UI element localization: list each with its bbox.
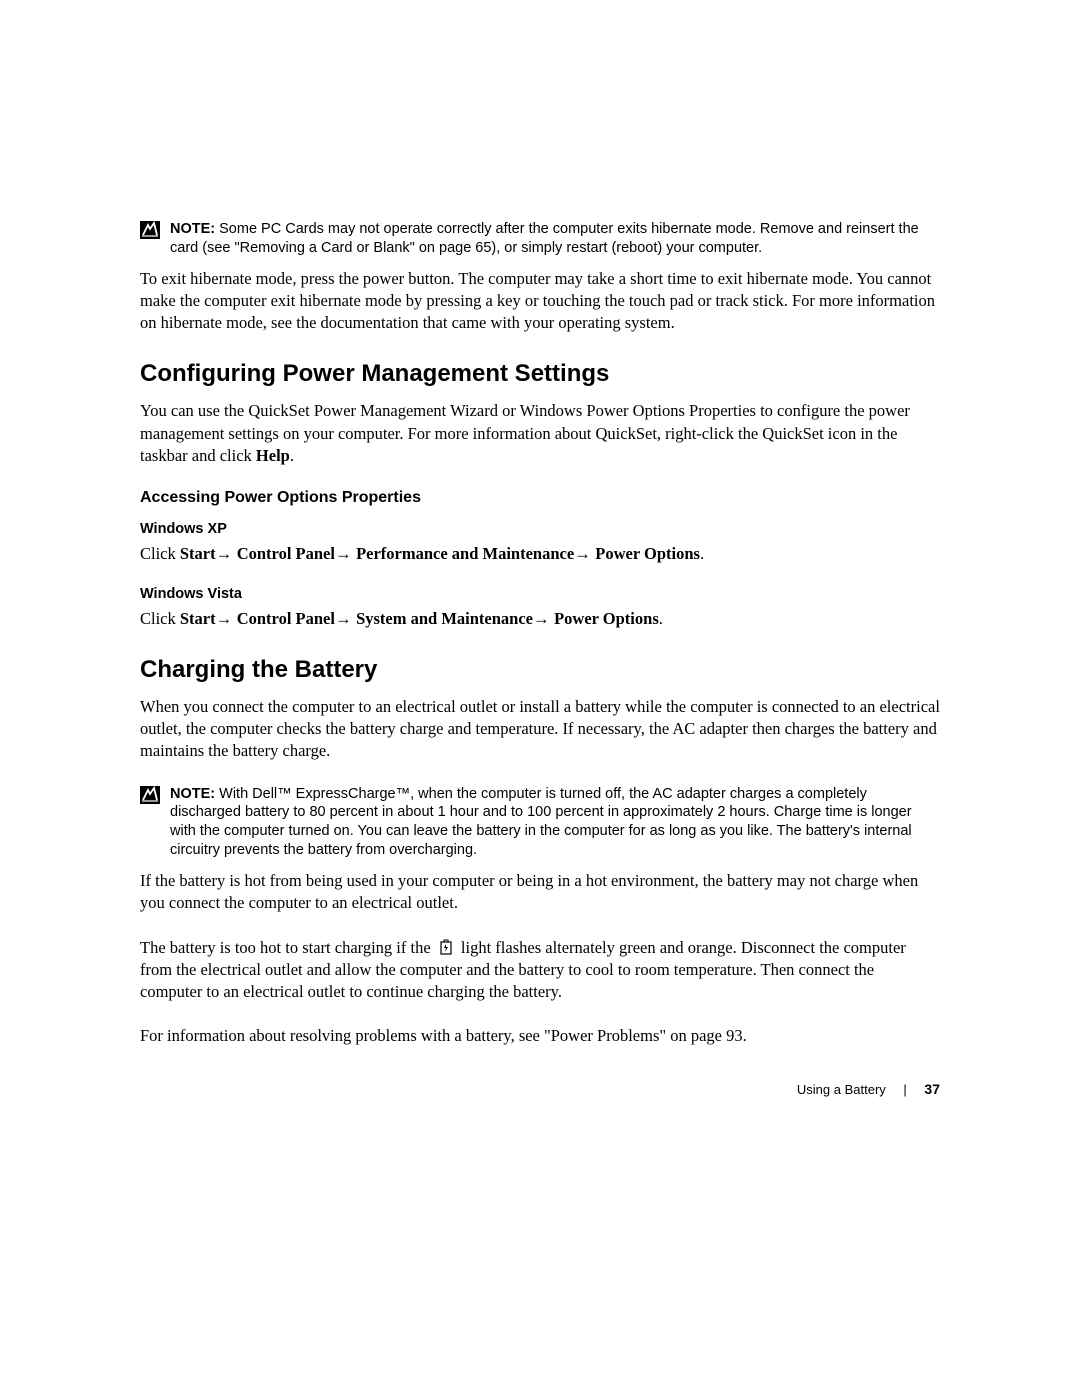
text-end: . [700,544,704,563]
heading-windows-xp: Windows XP [140,521,940,537]
page-footer: Using a Battery | 37 [797,1081,940,1097]
note-body: With Dell™ ExpressCharge™, when the comp… [170,786,912,859]
arrow-icon: → [216,610,237,628]
arrow-icon: → [335,610,356,628]
text: Click [140,609,180,628]
footer-separator: | [903,1082,906,1097]
sys-maint-bold: System and Maintenance [356,609,533,628]
text-end: . [659,609,663,628]
note-block-hibernate: NOTE: Some PC Cards may not operate corr… [140,220,940,258]
start-bold: Start [180,609,216,628]
arrow-icon: → [216,545,237,563]
power-options-bold: Power Options [554,609,659,628]
note-block-expresscharge: NOTE: With Dell™ ExpressCharge™, when th… [140,785,940,860]
para-battery-hot: If the battery is hot from being used in… [140,870,940,915]
document-page: NOTE: Some PC Cards may not operate corr… [0,0,1080,1130]
control-panel-bold: Control Panel [237,609,335,628]
perf-maint-bold: Performance and Maintenance [356,544,574,563]
xp-procedure: Click Start→ Control Panel→ Performance … [140,543,940,565]
battery-light-icon [439,939,453,955]
heading-charging-battery: Charging the Battery [140,656,940,684]
note-text: NOTE: Some PC Cards may not operate corr… [170,220,940,258]
note-label: NOTE: [170,786,215,802]
text: Click [140,544,180,563]
heading-configuring-power: Configuring Power Management Settings [140,360,940,388]
help-bold: Help [256,446,290,465]
heading-windows-vista: Windows Vista [140,586,940,602]
note-label: NOTE: [170,221,215,237]
arrow-icon: → [574,545,595,563]
intro-paragraph: To exit hibernate mode, press the power … [140,268,940,335]
para-battery-light: The battery is too hot to start charging… [140,937,940,1004]
page-number: 37 [924,1081,940,1097]
arrow-icon: → [533,610,554,628]
heading-accessing-power-options: Accessing Power Options Properties [140,489,940,507]
note-icon [140,786,160,804]
start-bold: Start [180,544,216,563]
power-options-bold: Power Options [595,544,700,563]
text: The battery is too hot to start charging… [140,938,435,957]
para-power-problems-ref: For information about resolving problems… [140,1025,940,1047]
footer-section: Using a Battery [797,1082,886,1097]
note-icon [140,221,160,239]
para-charging-intro: When you connect the computer to an elec… [140,696,940,763]
control-panel-bold: Control Panel [237,544,335,563]
para-text-end: . [290,446,294,465]
vista-procedure: Click Start→ Control Panel→ System and M… [140,608,940,630]
note-body: Some PC Cards may not operate correctly … [170,221,919,256]
note-text: NOTE: With Dell™ ExpressCharge™, when th… [170,785,940,860]
arrow-icon: → [335,545,356,563]
para-quickset: You can use the QuickSet Power Managemen… [140,400,940,467]
